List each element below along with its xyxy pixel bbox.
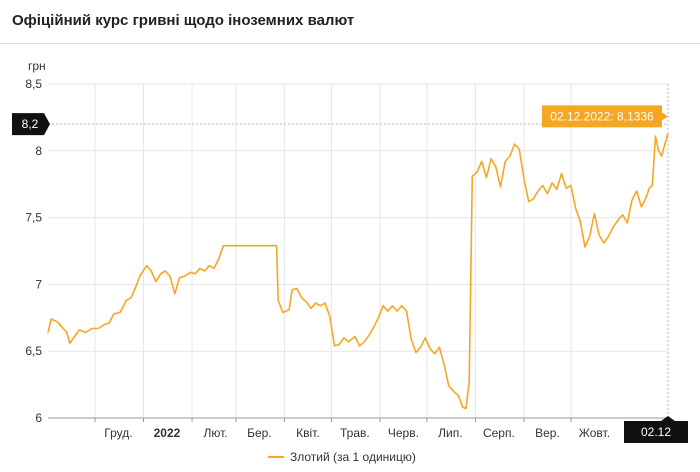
legend[interactable]: Злотий (за 1 одиницю) xyxy=(268,450,416,464)
tooltip-box xyxy=(542,105,668,128)
series-layer xyxy=(47,133,669,410)
x-tick-label: Черв. xyxy=(388,426,419,440)
grid-lines xyxy=(48,83,668,419)
x-tick-label: Лют. xyxy=(203,426,227,440)
crosshair-y-badge xyxy=(12,113,50,136)
x-tick-label: Бер. xyxy=(247,426,272,440)
crosshair-overlay: 8,2 02.12 02.12.2022: 8,1336 xyxy=(12,84,688,443)
y-tick-label: 6,5 xyxy=(25,344,42,358)
chart-header: Офіційний курс гривні щодо іноземних вал… xyxy=(0,0,700,44)
y-axis: 6 6,5 7 7,5 8 8,5 грн xyxy=(25,59,45,425)
y-tick-label: 6 xyxy=(35,411,42,425)
x-tick-label: Серп. xyxy=(483,426,515,440)
crosshair-y-badge-label: 8,2 xyxy=(22,117,39,131)
y-tick-label: 8 xyxy=(35,144,42,158)
x-axis: Груд. 2022 Лют. Бер. Квіт. Трав. Черв. Лип. Серп… xyxy=(48,417,668,440)
x-tick-label: Трав. xyxy=(340,426,370,440)
crosshair-x-badge-label: 02.12 xyxy=(641,425,671,439)
x-tick-label: Квіт. xyxy=(296,426,320,440)
x-tick-label: Груд. xyxy=(104,426,132,440)
series-line-zloty xyxy=(47,133,669,410)
x-tick-label: Жовт. xyxy=(579,426,610,440)
y-tick-label: 8,5 xyxy=(25,77,42,91)
y-tick-label: 7 xyxy=(35,277,42,291)
tooltip-label: 02.12.2022: 8,1336 xyxy=(550,109,654,123)
y-axis-unit: грн xyxy=(28,59,46,73)
x-tick-label: Вер. xyxy=(535,426,560,440)
crosshair-x-badge xyxy=(624,416,688,443)
legend-label[interactable]: Злотий (за 1 одиницю) xyxy=(290,450,416,464)
x-tick-label: Лип. xyxy=(438,426,462,440)
y-tick-label: 7,5 xyxy=(25,211,42,225)
chart-header-title: Офіційний курс гривні щодо іноземних вал… xyxy=(12,12,355,29)
x-tick-label: 2022 xyxy=(154,426,181,440)
